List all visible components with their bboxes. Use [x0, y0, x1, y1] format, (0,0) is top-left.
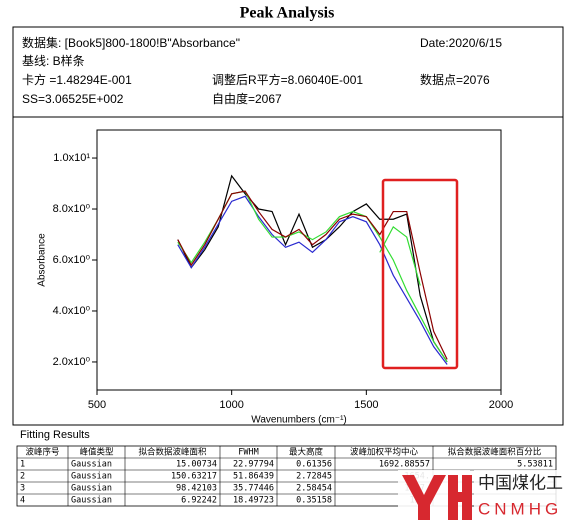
x-tick-label: 2000: [489, 399, 513, 411]
table-cell: 22.97794: [233, 460, 274, 470]
date: Date:2020/6/15: [420, 36, 502, 50]
x-axis-label: Wavenumbers (cm⁻¹): [251, 415, 346, 426]
x-tick-label: 500: [88, 399, 106, 411]
watermark-en: CNMHG: [478, 499, 562, 518]
table-cell: Gaussian: [71, 472, 112, 482]
series-line: [379, 225, 421, 286]
series-line: [177, 195, 448, 365]
ss: SS=3.06525E+002: [22, 92, 124, 106]
adj-r2: 调整后R平方=8.06040E-001: [212, 72, 363, 87]
y-tick-label: 2.0x10⁰: [53, 356, 91, 368]
table-cell: 2.72845: [296, 472, 332, 482]
chart-box: [12, 116, 564, 426]
info: 数据集: [Book5]800-1800!B"Absorbance" Date:…: [22, 35, 502, 106]
table-cell: 98.42103: [176, 484, 217, 494]
table-cell: 0.61356: [296, 460, 332, 470]
table-cell: 3: [20, 484, 25, 494]
table-cell: 1692.88557: [379, 460, 430, 470]
y-tick-label: 6.0x10⁰: [53, 254, 91, 266]
table-cell: 5.53811: [517, 460, 553, 470]
y-tick-label: 4.0x10⁰: [53, 305, 91, 317]
watermark-bg: [474, 470, 574, 520]
column-header: 峰值类型: [79, 447, 114, 458]
table-title: Fitting Results: [20, 429, 90, 441]
table-cell: 2: [20, 472, 25, 482]
x-tick-label: 1000: [219, 399, 243, 411]
baseline: 基线: B样条: [22, 53, 85, 68]
y-tick-label: 1.0x10¹: [53, 152, 90, 164]
table-cell: Gaussian: [71, 484, 112, 494]
logo: [402, 475, 472, 520]
plot: 500 1000 1500 2000 2.0x10⁰ 4.0x10⁰ 6.0x10⁰ 8.0x…: [37, 129, 513, 426]
table-cell: Gaussian: [71, 496, 112, 506]
column-header: 波峰序号: [25, 447, 59, 458]
y-tick-label: 8.0x10⁰: [53, 203, 91, 215]
dof: 自由度=2067: [212, 91, 282, 106]
title: Peak Analysis: [240, 5, 335, 22]
table-cell: 15.00734: [176, 460, 217, 470]
column-header: 拟合数据波峰面积百分比: [448, 447, 542, 458]
x-tick-label: 1500: [354, 399, 378, 411]
table-cell: 6.92242: [181, 496, 217, 506]
series-line: [177, 174, 448, 363]
points: 数据点=2076: [420, 72, 490, 87]
chi-sq: 卡方 =1.48294E-001: [22, 72, 132, 87]
table-cell: 2.58454: [296, 484, 332, 494]
table-cell: 150.63217: [171, 472, 217, 482]
table-cell: 51.86439: [233, 472, 274, 482]
watermark-cn: 中国煤化工: [478, 473, 563, 492]
y-axis-label: Absorbance: [37, 233, 48, 287]
watermark: 中国煤化工 CNMHG: [398, 470, 574, 520]
dataset: 数据集: [Book5]800-1800!B"Absorbance": [22, 35, 240, 50]
table-cell: 4: [20, 496, 25, 506]
table-cell: 1: [20, 460, 25, 470]
column-header: 拟合数据波峰面积: [138, 447, 207, 458]
table-cell: Gaussian: [71, 460, 112, 470]
table-cell: 0.35158: [296, 496, 332, 506]
highlight-box: [381, 178, 459, 370]
table-cell: 35.77446: [233, 484, 274, 494]
column-header: 最大高度: [289, 447, 324, 458]
column-header: 波峰加权平均中心: [350, 447, 419, 458]
column-header: FWHM: [238, 448, 258, 458]
table-cell: 18.49723: [233, 496, 274, 506]
series-line: [177, 190, 448, 360]
